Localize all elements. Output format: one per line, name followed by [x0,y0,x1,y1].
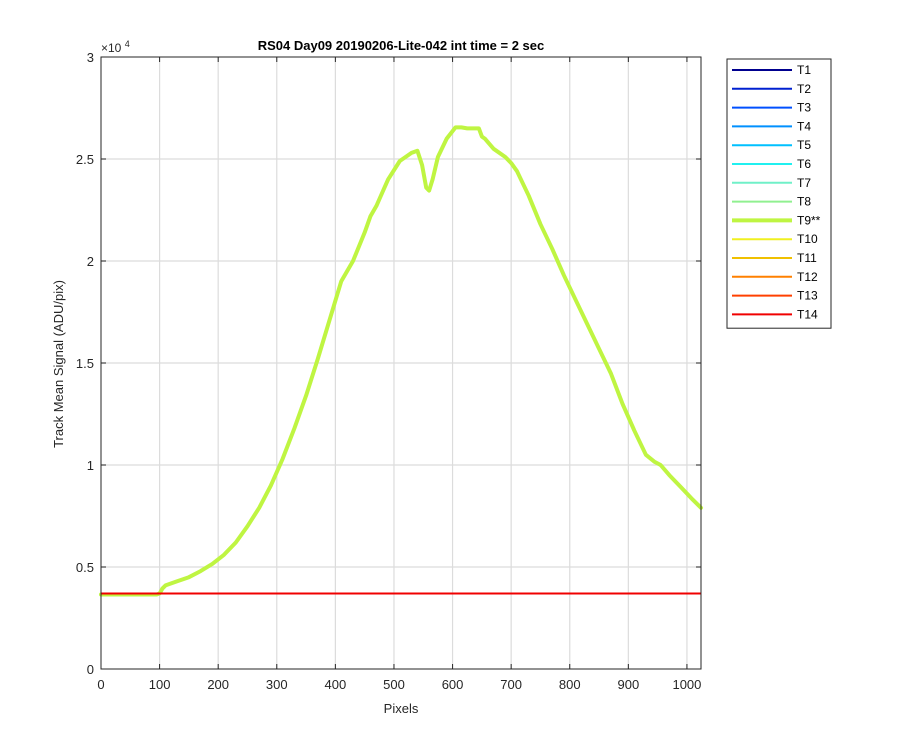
y-tick-label: 1.5 [76,356,94,371]
legend-items: T1 T2 T3 T4 T5 T6 T7 T8 T9** T10 T11 T12 T13 T14 [732,63,821,321]
legend-label: T9** [797,213,821,227]
legend-label: T12 [797,270,818,284]
x-tick-label: 1000 [672,677,701,692]
legend-label: T14 [797,307,818,321]
x-tick-label: 800 [559,677,581,692]
y-tick-label: 1 [87,458,94,473]
legend-label: T6 [797,157,811,171]
x-tick-label: 500 [383,677,405,692]
legend-label: T8 [797,195,811,209]
y-tick-label: 0.5 [76,560,94,575]
legend-label: T10 [797,232,818,246]
x-tick-label: 400 [325,677,347,692]
series-line-t9 [99,125,703,597]
chart-title: RS04 Day09 20190206-Lite-042 int time = … [258,38,545,53]
legend-label: T7 [797,176,811,190]
x-tick-label: 700 [500,677,522,692]
x-tick-label: 0 [97,677,104,692]
legend-label: T2 [797,82,811,96]
y-tick-label: 0 [87,662,94,677]
series-layer [99,125,703,597]
y-axis-multiplier: ×10 4 [101,39,130,55]
y-tick-label: 2.5 [76,152,94,167]
y-tick-label: 2 [87,254,94,269]
ticks: 0 100 200 300 400 500 600 700 800 900 1000 0 0.5 1 1.5… [76,50,701,692]
y-axis-multiplier-exponent: 4 [125,39,130,49]
legend-box [726,58,832,329]
x-axis-label: Pixels [384,701,419,716]
y-axis-label: Track Mean Signal (ADU/pix) [51,280,66,448]
legend-label: T5 [797,138,811,152]
legend-label: T11 [797,251,817,265]
x-tick-label: 900 [617,677,639,692]
legend-label: T4 [797,119,811,133]
y-axis-multiplier-base: ×10 [101,41,122,55]
legend-label: T1 [797,63,811,77]
x-tick-label: 600 [442,677,464,692]
x-tick-label: 200 [207,677,229,692]
x-tick-label: 100 [149,677,171,692]
axes: 0 100 200 300 400 500 600 700 800 900 1000 0 0.5 1 1.5… [76,50,703,692]
legend: T1 T2 T3 T4 T5 T6 T7 T8 T9** T10 T11 T12 T13 T14 [726,58,832,329]
legend-label: T13 [797,289,818,303]
legend-label: T3 [797,101,811,115]
y-tick-label: 3 [87,50,94,65]
x-tick-label: 300 [266,677,288,692]
grid [101,57,701,669]
